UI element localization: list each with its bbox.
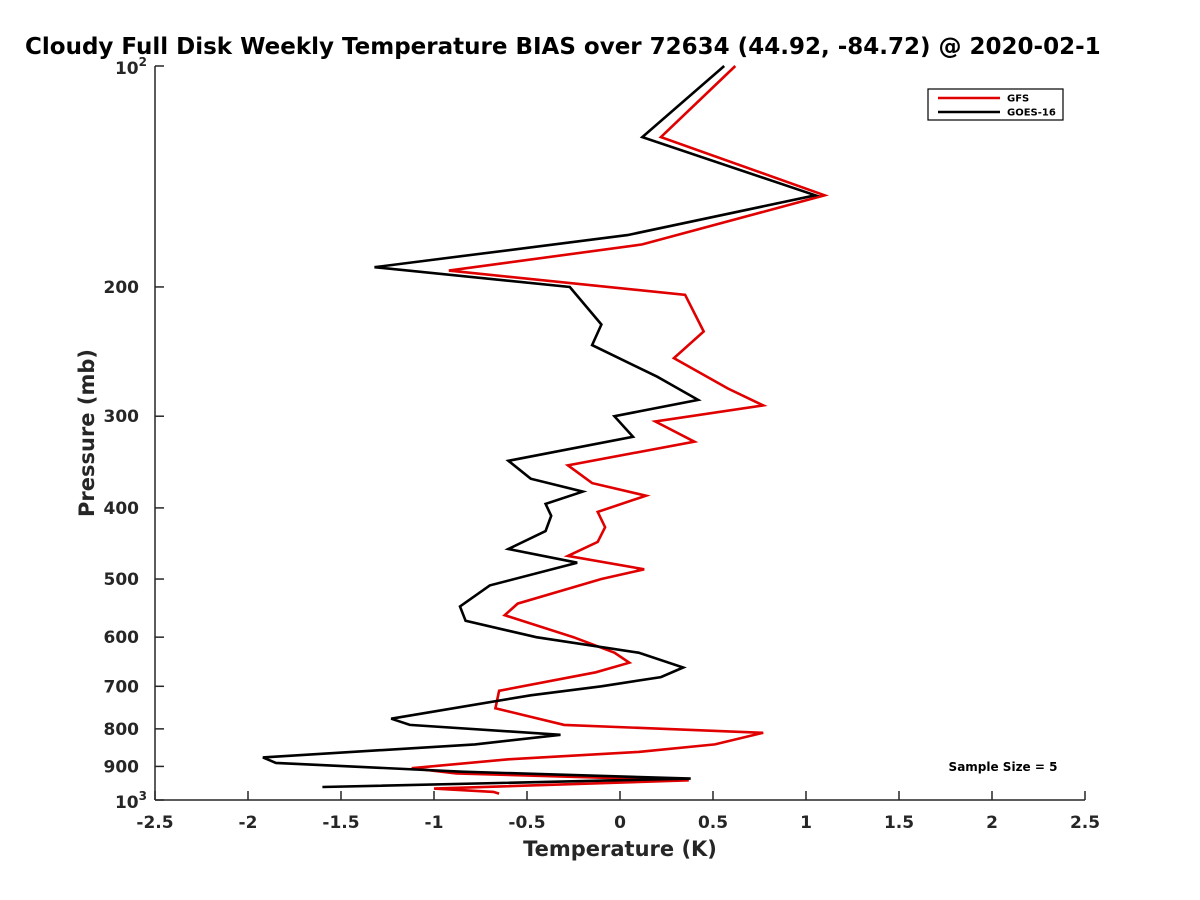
series-layer bbox=[262, 65, 829, 795]
x-tick-label: 1 bbox=[800, 813, 812, 833]
chart-title: Cloudy Full Disk Weekly Temperature BIAS… bbox=[25, 34, 1101, 60]
y-tick-label: 700 bbox=[104, 677, 140, 697]
legend-label: GFS bbox=[1007, 94, 1029, 105]
x-tick-label: 0.5 bbox=[698, 813, 728, 833]
x-ticks: -2.5 -2 -1.5 -1 -0.5 0 0.5 1 1.5 2 2.5 bbox=[136, 791, 1100, 833]
plot-area bbox=[155, 66, 1085, 799]
y-tick-label: 103 bbox=[115, 789, 147, 813]
y-tick-label: 800 bbox=[104, 720, 140, 740]
x-tick-label: 2 bbox=[986, 813, 998, 833]
y-tick-base: 10 bbox=[115, 59, 139, 79]
legend-label: GOES-16 bbox=[1007, 108, 1056, 119]
x-tick-label: -1 bbox=[425, 813, 444, 833]
series-line-goes-16 bbox=[262, 65, 821, 789]
y-tick-label: 900 bbox=[104, 757, 140, 777]
y-axis-label: Pressure (mb) bbox=[75, 349, 99, 517]
y-tick-label: 600 bbox=[104, 628, 140, 648]
x-tick-label: 1.5 bbox=[884, 813, 914, 833]
legend-box bbox=[927, 88, 1064, 121]
x-tick-label: -1.5 bbox=[322, 813, 359, 833]
y-tick-label: 400 bbox=[104, 499, 140, 519]
series-line-gfs bbox=[411, 65, 829, 795]
x-tick-label: 0 bbox=[614, 813, 626, 833]
x-axis-label: Temperature (K) bbox=[523, 837, 717, 861]
sample-size-annotation: Sample Size = 5 bbox=[949, 760, 1058, 774]
y-tick-label: 500 bbox=[104, 570, 140, 590]
legend: GFS GOES-16 bbox=[927, 88, 1064, 121]
y-tick-exponent: 2 bbox=[139, 55, 147, 69]
y-tick-exponent: 3 bbox=[139, 789, 147, 803]
y-tick-label: 200 bbox=[104, 278, 140, 298]
x-tick-label: -2 bbox=[239, 813, 258, 833]
y-tick-label: 300 bbox=[104, 407, 140, 427]
y-tick-label: 102 bbox=[115, 55, 147, 79]
x-tick-label: 2.5 bbox=[1070, 813, 1100, 833]
x-tick-label: -0.5 bbox=[508, 813, 545, 833]
x-tick-label: -2.5 bbox=[136, 813, 173, 833]
y-tick-base: 10 bbox=[115, 793, 139, 813]
